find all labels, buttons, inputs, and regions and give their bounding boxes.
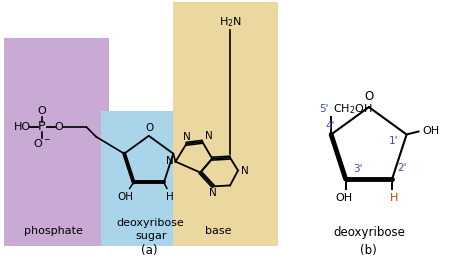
Text: N: N bbox=[166, 156, 173, 166]
Text: 2': 2' bbox=[397, 163, 407, 173]
Text: deoxyribose
sugar: deoxyribose sugar bbox=[117, 218, 184, 240]
Text: N: N bbox=[182, 132, 190, 142]
Text: O: O bbox=[37, 106, 46, 116]
Text: H$_2$N: H$_2$N bbox=[219, 15, 242, 29]
Bar bbox=[4, 38, 109, 246]
Text: N: N bbox=[241, 166, 249, 176]
Text: phosphate: phosphate bbox=[24, 226, 83, 236]
Text: CH$_2$OH: CH$_2$OH bbox=[333, 102, 373, 116]
Text: O: O bbox=[146, 123, 154, 133]
Text: HO: HO bbox=[14, 122, 31, 132]
Text: 1': 1' bbox=[389, 136, 399, 146]
Text: 4': 4' bbox=[326, 121, 335, 131]
Text: base: base bbox=[205, 226, 231, 236]
Text: H: H bbox=[390, 193, 398, 203]
Text: O: O bbox=[54, 122, 63, 132]
Text: (b): (b) bbox=[361, 244, 377, 257]
Text: OH: OH bbox=[335, 193, 352, 203]
Bar bbox=[101, 111, 215, 246]
Text: O$^-$: O$^-$ bbox=[33, 137, 51, 149]
Text: OH: OH bbox=[422, 126, 439, 135]
Text: 3': 3' bbox=[354, 164, 363, 174]
Text: N: N bbox=[205, 131, 213, 141]
Text: deoxyribose: deoxyribose bbox=[333, 226, 405, 239]
Text: OH: OH bbox=[118, 192, 134, 202]
Bar bbox=[173, 2, 278, 246]
Text: O: O bbox=[364, 90, 374, 103]
Text: H: H bbox=[166, 192, 174, 202]
Text: 5': 5' bbox=[319, 104, 329, 114]
Text: (a): (a) bbox=[140, 244, 157, 257]
Text: P: P bbox=[38, 120, 46, 133]
Text: N: N bbox=[210, 188, 217, 198]
